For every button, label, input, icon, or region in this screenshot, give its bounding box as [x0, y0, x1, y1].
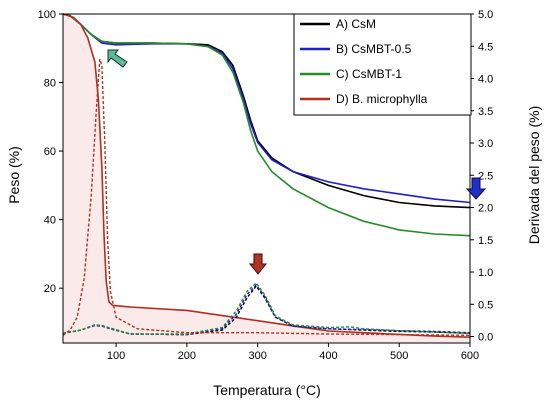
y-left-tick-label: 80 — [44, 78, 56, 90]
series-layer — [62, 13, 471, 343]
y-right-tick-label: 2.5 — [478, 170, 493, 182]
plot-frame — [62, 13, 471, 344]
y-right-tick-label: 5.0 — [478, 9, 493, 21]
x-tick-label: 300 — [248, 350, 266, 362]
red-arrow-icon — [248, 253, 268, 275]
blue-arrow-icon — [465, 177, 487, 200]
series-line-2 — [62, 13, 471, 237]
y-right-tick-label: 1.0 — [478, 267, 493, 279]
y-left-tick-label: 60 — [44, 146, 56, 158]
y-left-tick-label: 40 — [44, 215, 56, 227]
y-right-tick-label: 0.5 — [478, 299, 493, 311]
y-axis-left-title: Peso (%) — [6, 146, 22, 204]
green-arrow-icon — [107, 49, 128, 68]
x-tick-label: 200 — [178, 350, 196, 362]
y-right-tick-label: 1.5 — [478, 235, 493, 247]
legend-label: A) CsM — [336, 17, 376, 31]
legend-label: B) CsMBT-0.5 — [336, 42, 412, 56]
y-left-tick-label: 100 — [38, 9, 56, 21]
series-line-3 — [62, 13, 471, 338]
y-axis-right-title: Derivada del peso (%) — [526, 106, 542, 245]
x-axis-title: Temperatura (°C) — [213, 382, 321, 398]
y-right-tick-label: 4.0 — [478, 74, 493, 86]
legend-label: D) B. microphylla — [336, 92, 428, 106]
legend: A) CsM B) CsMBT-0.5 C) CsMBT-1 D) B. microp… — [293, 13, 472, 116]
x-tick-label: 100 — [107, 350, 125, 362]
y-right-tick-label: 0.0 — [478, 332, 493, 344]
x-tick-label: 500 — [390, 350, 408, 362]
microphylla-fill-area — [63, 14, 470, 343]
axes-layer: 100 200 300 400 500 600 20 40 60 80 100 0.0 0.5 1.0 1.… — [38, 9, 494, 362]
series-line-7 — [62, 58, 471, 336]
x-tick-label: 600 — [461, 350, 479, 362]
y-right-tick-label: 3.0 — [478, 138, 493, 150]
y-right-tick-label: 2.0 — [478, 203, 493, 215]
y-left-tick-label: 20 — [44, 283, 56, 295]
x-tick-label: 400 — [319, 350, 337, 362]
series-line-6 — [62, 281, 471, 335]
y-right-tick-label: 4.5 — [478, 41, 493, 53]
annotation-arrows — [107, 49, 487, 275]
y-right-tick-label: 3.5 — [478, 106, 493, 118]
legend-label: C) CsMBT-1 — [336, 67, 402, 81]
